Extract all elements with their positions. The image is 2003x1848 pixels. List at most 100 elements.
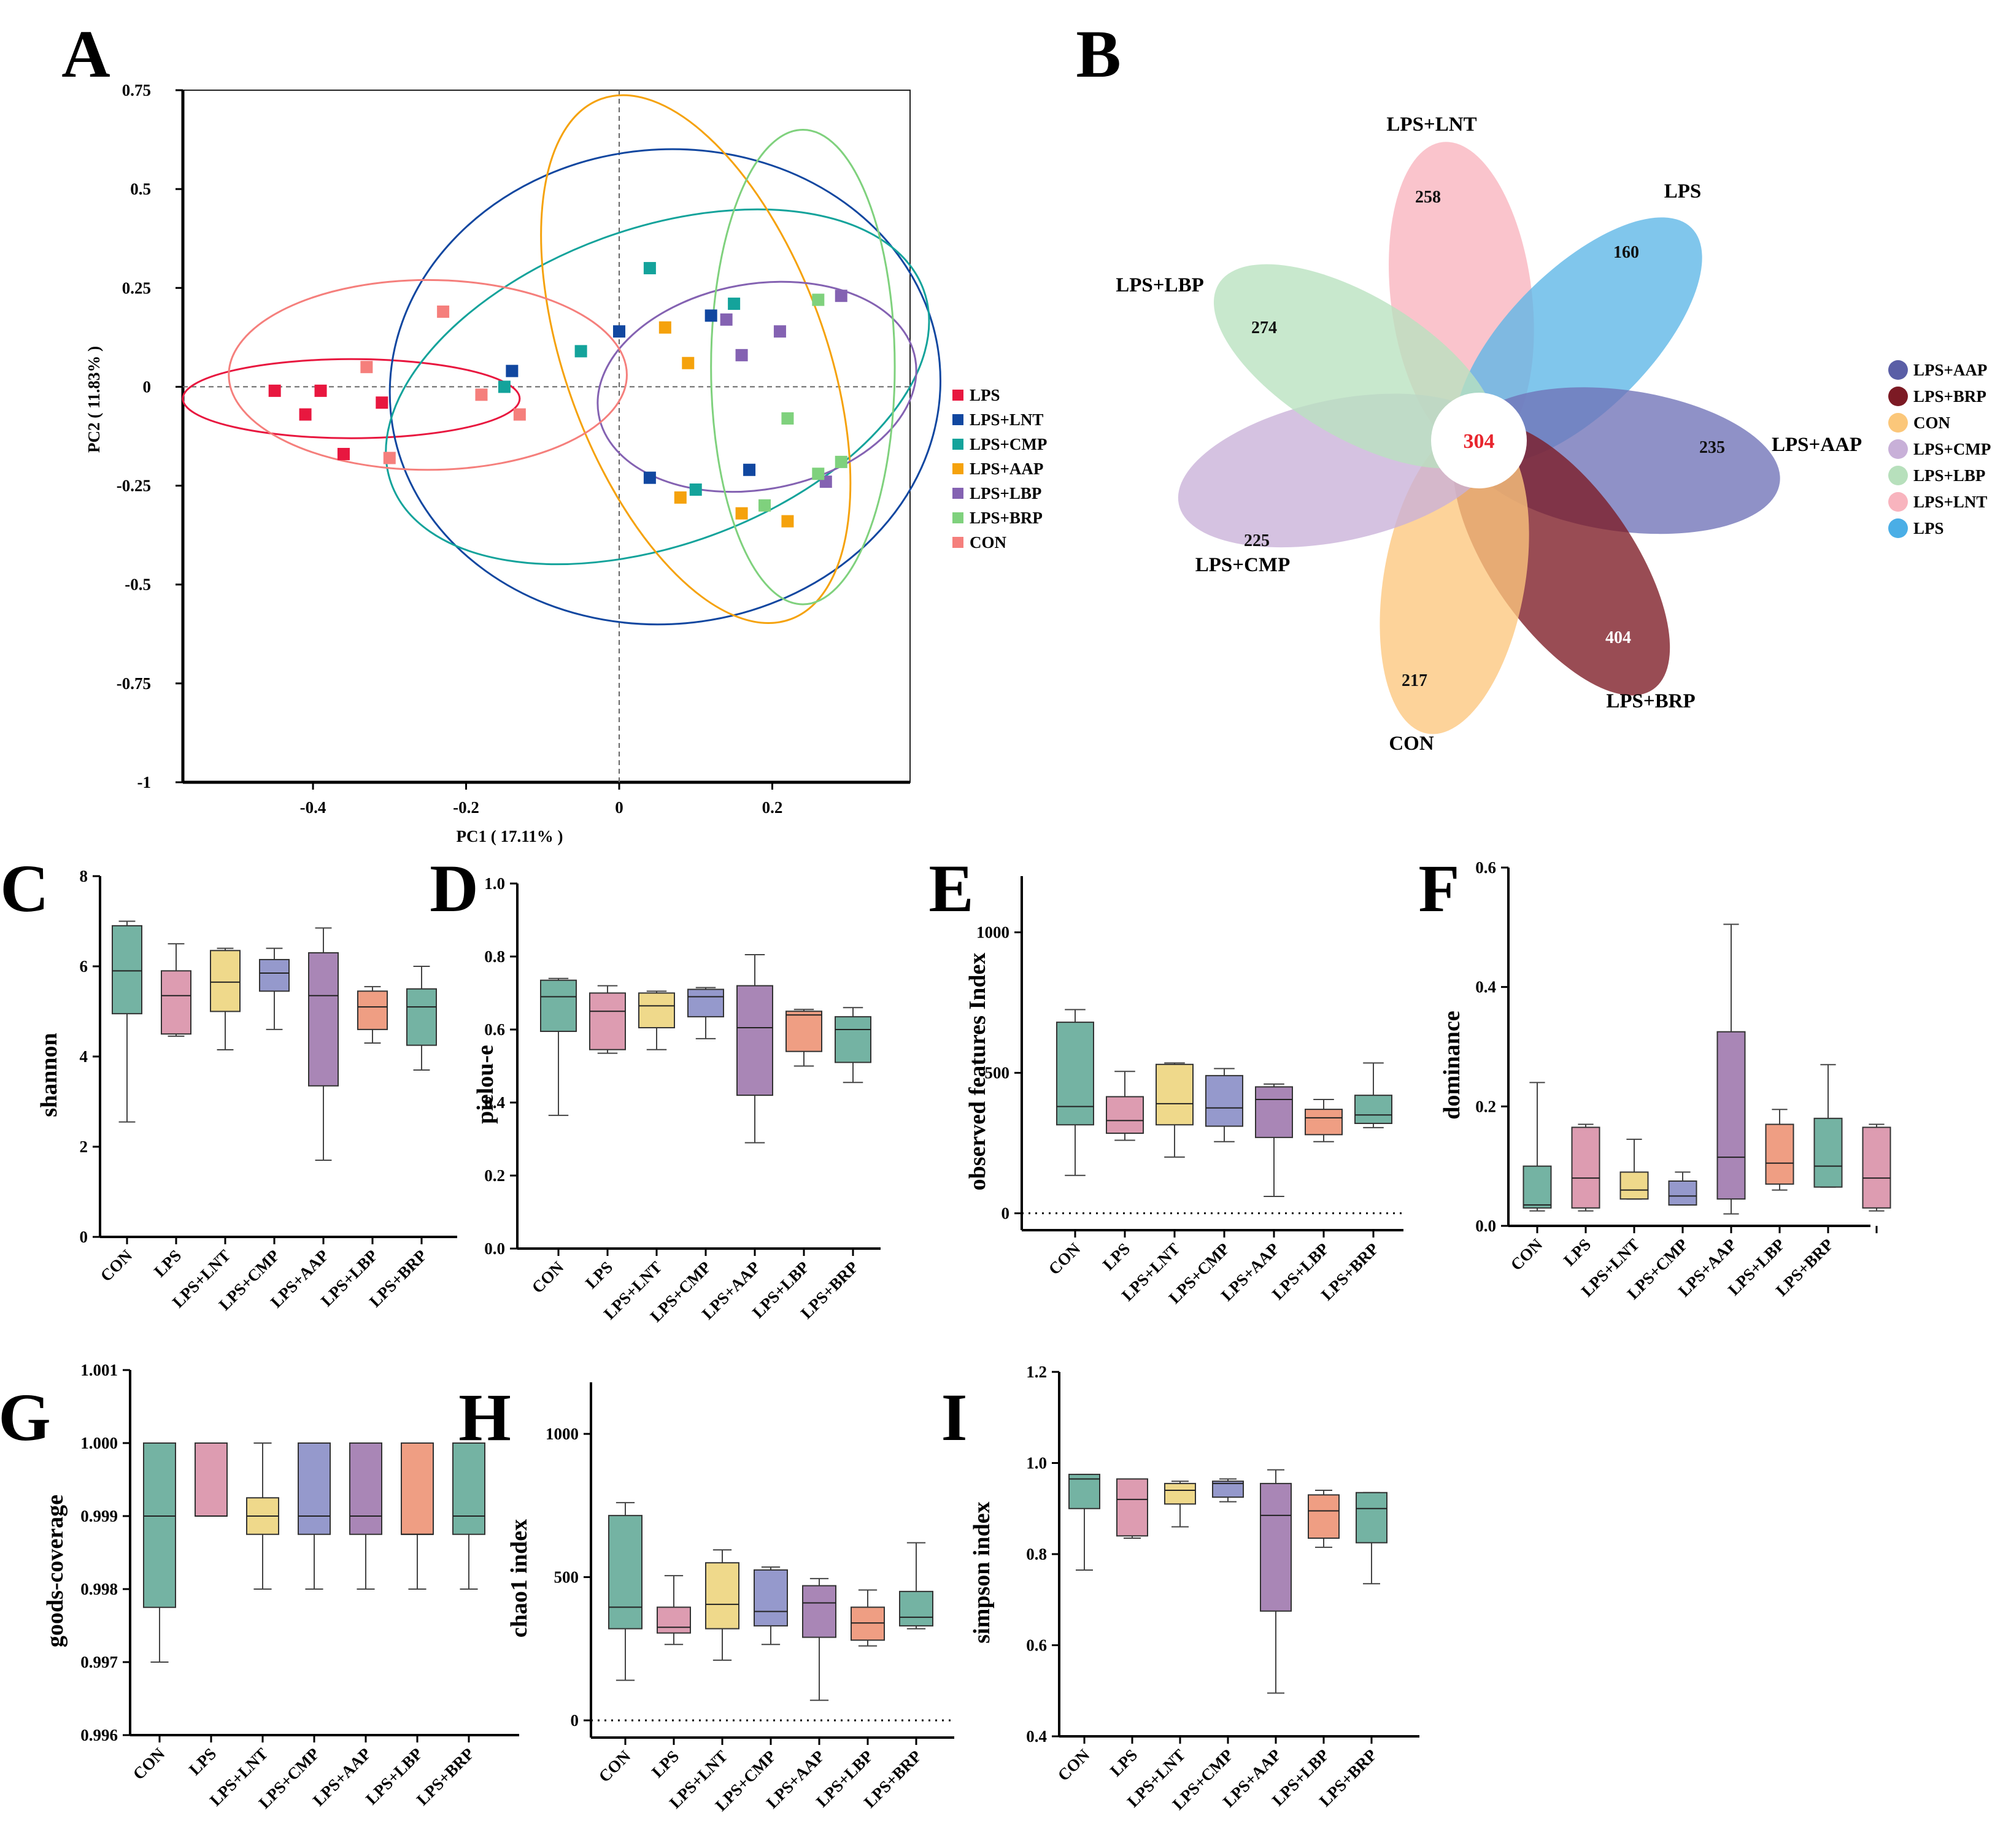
pca-point: [513, 408, 526, 421]
box: [298, 1442, 331, 1535]
pca-point: [812, 468, 825, 480]
pca-legend-label: LPS+LNT: [970, 410, 1043, 429]
pca-legend-swatch: [952, 390, 963, 401]
box: [1765, 1123, 1794, 1185]
box: [1106, 1096, 1144, 1134]
pca-x-tick-label: -0.4: [300, 798, 326, 817]
panel-label-c: C: [0, 851, 48, 926]
x-category-label: CON: [129, 1744, 169, 1784]
panel-label-b: B: [1076, 17, 1121, 91]
box: [736, 985, 773, 1096]
pca-point: [704, 309, 717, 322]
pca-point: [773, 325, 786, 338]
venn-legend-dot: [1888, 439, 1908, 459]
box: [657, 1606, 691, 1634]
pca-point: [437, 305, 450, 318]
box: [452, 1442, 485, 1535]
y-tick-label: 1000: [976, 923, 1009, 942]
box: [1156, 1063, 1194, 1126]
venn-legend-dot: [1888, 466, 1908, 485]
venn-legend-label: CON: [1913, 414, 1951, 432]
y-tick-label: 0.6: [1475, 858, 1496, 877]
pca-ellipse-lps-brp: [710, 128, 896, 606]
y-tick-label: 0.998: [80, 1580, 118, 1598]
y-tick-label: 0.8: [1026, 1545, 1047, 1563]
pca-point: [360, 361, 373, 374]
y-tick-label: 4: [80, 1047, 88, 1066]
pca-ellipse-lps-cmp: [385, 208, 930, 566]
pca-legend-label: CON: [970, 533, 1007, 552]
pca-ellipse-con: [228, 279, 628, 471]
y-tick-label: 6: [80, 957, 88, 976]
box: [308, 952, 339, 1087]
y-tick-label: 0.996: [80, 1726, 118, 1744]
venn-legend-label: LPS+LBP: [1913, 466, 1985, 485]
box: [802, 1585, 836, 1638]
box: [785, 1011, 822, 1052]
y-tick-label: 0: [1002, 1204, 1010, 1223]
box: [1356, 1492, 1387, 1544]
venn-legend-label: LPS+BRP: [1913, 387, 1986, 406]
y-tick-label: 0.999: [80, 1507, 118, 1525]
pca-point: [835, 455, 847, 468]
pca-point: [835, 290, 847, 302]
pca-y-tick-label: 0: [143, 377, 152, 396]
pca-point: [475, 388, 488, 401]
pca-point: [314, 384, 327, 397]
venn-petal-label: LPS: [1664, 180, 1702, 202]
box: [357, 990, 388, 1030]
y-tick-label: 0.4: [1475, 978, 1496, 996]
panel-label-a: A: [61, 17, 110, 91]
panel-label-g: G: [0, 1380, 51, 1455]
pca-point: [689, 483, 702, 496]
pca-y-tick-label: -0.25: [117, 477, 151, 495]
box: [406, 988, 437, 1046]
y-tick-label: 8: [80, 867, 88, 885]
x-category-label: CON: [1507, 1235, 1546, 1274]
venn-petal-count: 225: [1244, 531, 1270, 550]
venn-petal-label: CON: [1389, 733, 1434, 755]
box: [899, 1590, 933, 1627]
venn-petal-label: LPS+LBP: [1116, 274, 1204, 296]
box: [161, 970, 191, 1035]
pca-point: [299, 408, 312, 421]
y-tick-label: 0.8: [484, 947, 505, 966]
pca-point: [674, 491, 687, 504]
venn-legend-label: LPS+CMP: [1913, 440, 1991, 458]
pca-point: [643, 471, 656, 484]
y-tick-label: 500: [554, 1568, 579, 1587]
pca-legend-swatch: [952, 439, 963, 450]
pca-point: [758, 499, 771, 512]
y-tick-label: 0: [571, 1711, 579, 1730]
pca-legend-swatch: [952, 463, 963, 474]
venn-petal-label: LPS+LNT: [1386, 114, 1476, 136]
box: [401, 1442, 434, 1535]
pca-x-tick-label: 0: [615, 798, 623, 817]
x-category-label: LPS: [150, 1246, 185, 1280]
venn-petal-count: 217: [1402, 671, 1427, 690]
pca-ellipse-lps-aap: [540, 94, 852, 624]
y-tick-label: 0.0: [1475, 1217, 1496, 1235]
pca-point: [728, 298, 741, 310]
pca-y-tick-label: 0.75: [122, 81, 151, 99]
x-category-label: CON: [1054, 1746, 1094, 1785]
pca-legend-label: LPS: [970, 386, 1000, 404]
pca-y-tick-label: 0.25: [122, 279, 151, 297]
venn-legend-label: LPS+AAP: [1913, 361, 1987, 379]
y-axis-label: pielou-e: [473, 1045, 498, 1124]
panel-label-h: H: [458, 1380, 511, 1455]
pca-point: [682, 356, 695, 369]
box: [835, 1016, 871, 1063]
pca-point: [498, 380, 511, 393]
venn-petal-label: LPS+CMP: [1195, 554, 1290, 576]
pca-point: [506, 364, 519, 377]
x-category-label: LPS: [582, 1258, 616, 1292]
pca-point: [735, 507, 748, 520]
y-axis-label: shannon: [36, 1033, 62, 1117]
y-tick-label: 1.0: [1026, 1454, 1047, 1473]
venn-legend-label: LPS+LNT: [1913, 493, 1987, 511]
